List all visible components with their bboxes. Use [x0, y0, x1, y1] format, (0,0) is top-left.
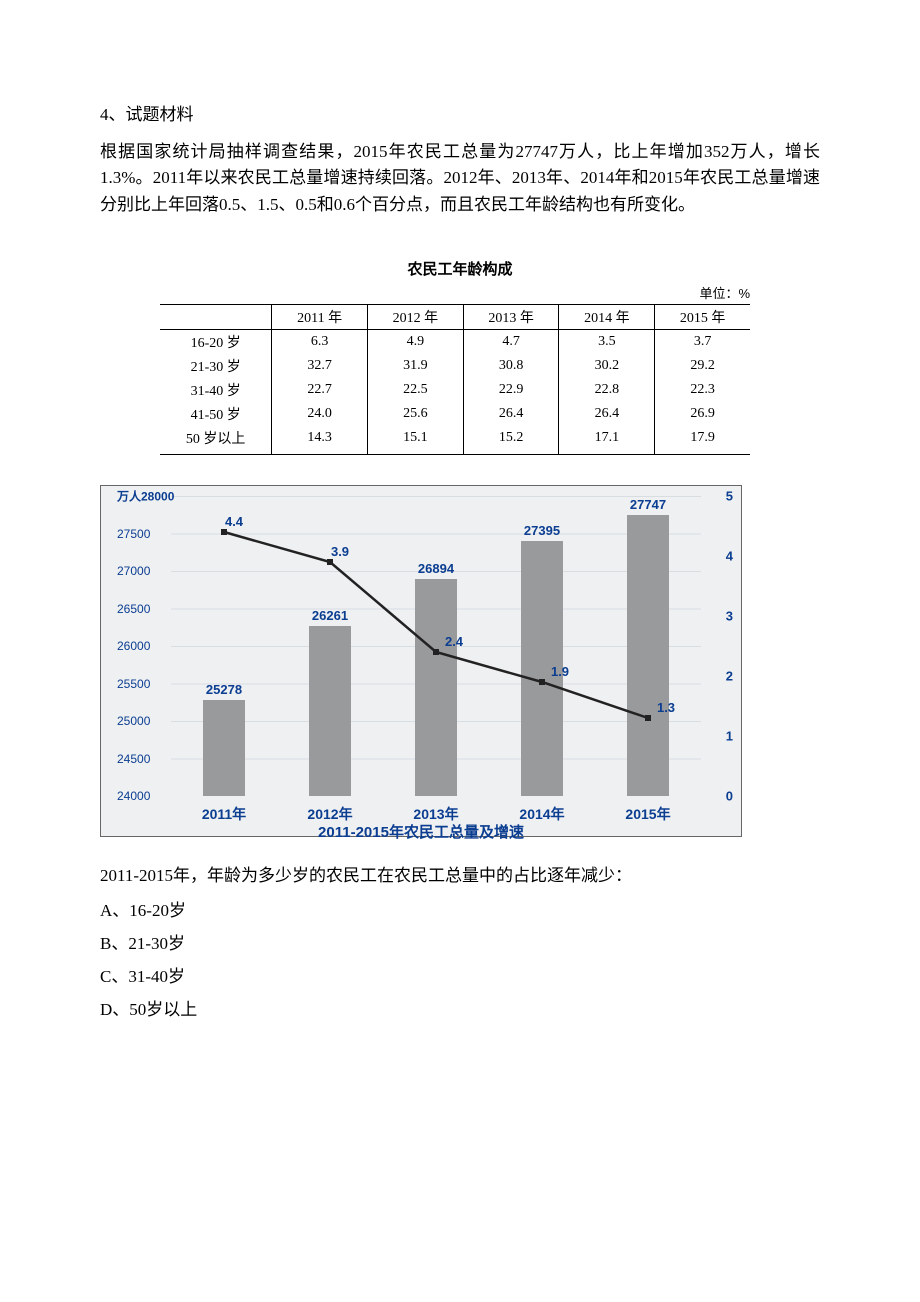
bar: [415, 579, 457, 796]
value-cell: 22.8: [559, 378, 655, 402]
chart-container: 24000 24500 25000 25500 26000 26500 27000 27500…: [100, 485, 820, 837]
value-cell: 14.3: [272, 426, 368, 455]
bar-value-label: 25278: [189, 682, 259, 697]
option-a[interactable]: A、16-20岁: [100, 896, 820, 921]
value-cell: 17.9: [655, 426, 750, 455]
table-row: 16-20 岁6.34.94.73.53.7: [160, 330, 750, 355]
table-header-cell: [160, 305, 272, 330]
value-cell: 31.9: [368, 354, 464, 378]
y-left-tick-label: 25000: [117, 714, 150, 728]
row-label-cell: 16-20 岁: [160, 330, 272, 355]
question-number: 4、试题材料: [100, 100, 820, 125]
value-cell: 22.5: [368, 378, 464, 402]
x-tick-label: 2011年: [202, 804, 246, 824]
age-composition-table: 2011 年 2012 年 2013 年 2014 年 2015 年 16-20…: [160, 304, 750, 455]
x-tick-label: 2014年: [519, 804, 564, 824]
y-right-tick-label: 4: [726, 549, 733, 564]
y-right-tick-label: 2: [726, 669, 733, 684]
table-header-row: 2011 年 2012 年 2013 年 2014 年 2015 年: [160, 305, 750, 330]
value-cell: 30.8: [463, 354, 559, 378]
value-cell: 15.1: [368, 426, 464, 455]
row-label-cell: 31-40 岁: [160, 378, 272, 402]
value-cell: 4.9: [368, 330, 464, 355]
line-value-label: 1.3: [657, 700, 675, 715]
value-cell: 24.0: [272, 402, 368, 426]
row-label-cell: 50 岁以上: [160, 426, 272, 455]
value-cell: 17.1: [559, 426, 655, 455]
y-right-tick-label: 5: [726, 489, 733, 504]
value-cell: 22.7: [272, 378, 368, 402]
value-cell: 32.7: [272, 354, 368, 378]
bar: [309, 626, 351, 796]
table-row: 41-50 岁24.025.626.426.426.9: [160, 402, 750, 426]
value-cell: 4.7: [463, 330, 559, 355]
table-header-cell: 2013 年: [463, 305, 559, 330]
y-left-tick-label: 24500: [117, 752, 150, 766]
line-value-label: 1.9: [551, 664, 569, 679]
value-cell: 26.9: [655, 402, 750, 426]
age-composition-table-wrap: 农民工年龄构成 单位：% 2011 年 2012 年 2013 年 2014 年…: [100, 258, 820, 455]
y-left-tick-label: 26500: [117, 602, 150, 616]
value-cell: 22.9: [463, 378, 559, 402]
value-cell: 26.4: [463, 402, 559, 426]
y-left-tick-label: 25500: [117, 677, 150, 691]
row-label-cell: 41-50 岁: [160, 402, 272, 426]
y-right-tick-label: 0: [726, 789, 733, 804]
value-cell: 3.5: [559, 330, 655, 355]
y-right-tick-label: 1: [726, 729, 733, 744]
table-row: 50 岁以上14.315.115.217.117.9: [160, 426, 750, 455]
value-cell: 25.6: [368, 402, 464, 426]
table-header-cell: 2014 年: [559, 305, 655, 330]
chart-box: 24000 24500 25000 25500 26000 26500 27000 27500…: [100, 485, 742, 837]
chart-title: 2011-2015年农民工总量及增速: [318, 821, 524, 842]
option-d[interactable]: D、50岁以上: [100, 995, 820, 1020]
y-right-tick-label: 3: [726, 609, 733, 624]
y-left-tick-label: 26000: [117, 639, 150, 653]
table-unit: 单位：%: [100, 283, 780, 302]
bar-value-label: 27747: [613, 497, 683, 512]
value-cell: 26.4: [559, 402, 655, 426]
line-value-label: 4.4: [225, 514, 243, 529]
table-row: 31-40 岁22.722.522.922.822.3: [160, 378, 750, 402]
option-b[interactable]: B、21-30岁: [100, 929, 820, 954]
option-c[interactable]: C、31-40岁: [100, 962, 820, 987]
value-cell: 30.2: [559, 354, 655, 378]
bar-value-label: 27395: [507, 523, 577, 538]
x-tick-label: 2015年: [625, 804, 670, 824]
line-value-label: 2.4: [445, 634, 463, 649]
value-cell: 3.7: [655, 330, 750, 355]
question-text: 2011-2015年，年龄为多少岁的农民工在农民工总量中的占比逐年减少：: [100, 861, 820, 886]
bar-value-label: 26894: [401, 561, 471, 576]
table-row: 21-30 岁32.731.930.830.229.2: [160, 354, 750, 378]
bar-value-label: 26261: [295, 608, 365, 623]
table-title: 农民工年龄构成: [100, 258, 820, 279]
y-left-tick-label: 万人28000: [117, 488, 174, 505]
value-cell: 22.3: [655, 378, 750, 402]
table-header-cell: 2012 年: [368, 305, 464, 330]
value-cell: 15.2: [463, 426, 559, 455]
bar: [627, 515, 669, 796]
table-header-cell: 2015 年: [655, 305, 750, 330]
row-label-cell: 21-30 岁: [160, 354, 272, 378]
chart-plot-area: [171, 496, 701, 796]
table-header-cell: 2011 年: [272, 305, 368, 330]
y-left-tick-label: 27000: [117, 564, 150, 578]
line-value-label: 3.9: [331, 544, 349, 559]
y-left-tick-label: 24000: [117, 789, 150, 803]
value-cell: 29.2: [655, 354, 750, 378]
y-left-tick-label: 27500: [117, 527, 150, 541]
passage-paragraph: 根据国家统计局抽样调查结果，2015年农民工总量为27747万人，比上年增加35…: [100, 139, 820, 218]
value-cell: 6.3: [272, 330, 368, 355]
bar: [203, 700, 245, 796]
